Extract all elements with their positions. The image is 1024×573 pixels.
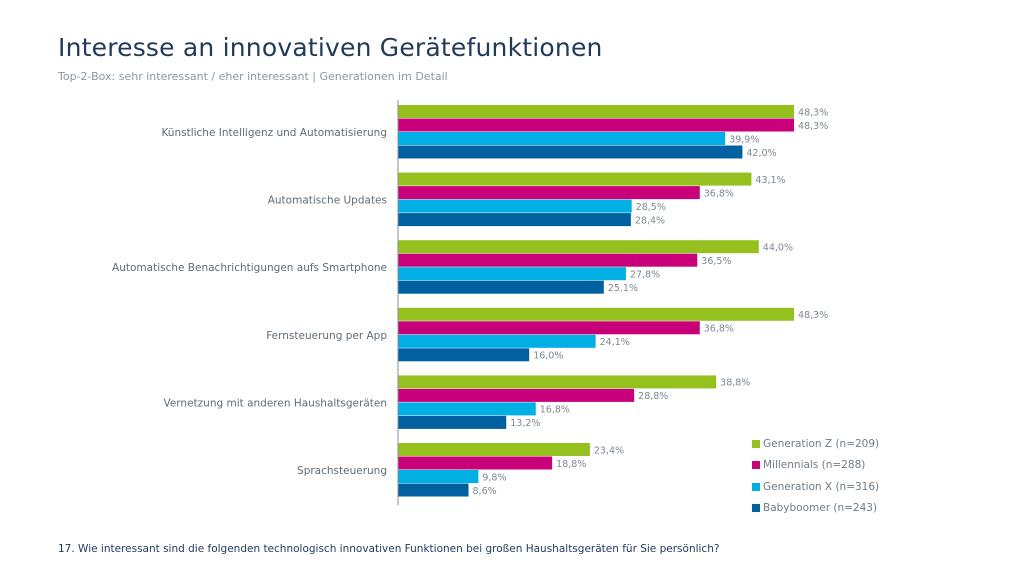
chart-title: Interesse an innovativen Gerätefunktione… <box>58 33 603 62</box>
category-label: Automatische Updates <box>268 195 387 207</box>
bar <box>398 415 507 429</box>
bar <box>398 240 759 254</box>
data-label: 23,4% <box>594 445 624 456</box>
category-label: Automatische Benachrichtigungen aufs Sma… <box>112 262 387 274</box>
legend-item: Millennials (n=288) <box>752 455 879 477</box>
bar <box>398 172 752 186</box>
legend-swatch <box>752 439 760 448</box>
data-label: 36,8% <box>704 188 734 199</box>
data-label: 16,0% <box>533 351 563 362</box>
bar <box>398 118 795 132</box>
data-label: 8,6% <box>473 486 497 497</box>
data-label: 39,9% <box>729 134 759 145</box>
data-label: 25,1% <box>608 283 638 294</box>
legend-label: Generation Z (n=209) <box>763 437 880 450</box>
bar <box>398 348 530 362</box>
bar <box>398 443 590 456</box>
legend-item: Generation Z (n=209) <box>752 433 879 455</box>
data-label: 28,5% <box>636 202 666 213</box>
category-label: Vernetzung mit anderen Haushaltsgeräten <box>163 397 387 409</box>
legend-swatch <box>752 482 760 491</box>
bar <box>398 253 698 267</box>
legend-swatch <box>752 504 760 513</box>
bar <box>398 321 700 335</box>
legend-label: Babyboomer (n=243) <box>763 502 878 515</box>
bar <box>398 375 717 389</box>
bar <box>398 470 479 483</box>
bar <box>398 307 795 321</box>
legend-swatch <box>752 461 760 470</box>
data-label: 16,8% <box>540 405 570 416</box>
bar <box>398 105 795 118</box>
data-label: 18,8% <box>556 459 586 470</box>
data-label: 36,8% <box>704 324 734 335</box>
category-label: Künstliche Intelligenz und Automatisieru… <box>161 127 387 139</box>
data-label: 13,2% <box>510 418 540 429</box>
data-label: 48,3% <box>798 107 828 118</box>
data-label: 48,3% <box>798 121 828 132</box>
data-label: 36,5% <box>701 256 731 267</box>
bar <box>398 280 604 294</box>
category-label: Sprachsteuerung <box>297 465 387 477</box>
legend-label: Generation X (n=316) <box>763 480 880 493</box>
data-label: 24,1% <box>600 337 630 348</box>
bar <box>398 199 632 213</box>
legend: Generation Z (n=209) Millennials (n=288) G… <box>752 433 879 519</box>
data-label: 27,8% <box>630 269 660 280</box>
data-label: 9,8% <box>482 472 506 483</box>
bar <box>398 402 536 416</box>
data-label: 28,4% <box>635 215 665 226</box>
data-label: 42,0% <box>746 148 776 159</box>
category-label: Fernsteuerung per App <box>266 330 387 342</box>
chart-subtitle: Top-2-Box: sehr interessant / eher inter… <box>58 70 448 83</box>
legend-item: Generation X (n=316) <box>752 476 879 498</box>
bar <box>398 213 631 227</box>
data-label: 28,8% <box>638 391 668 402</box>
data-label: 44,0% <box>763 242 793 253</box>
bar <box>398 145 743 159</box>
bar <box>398 334 596 348</box>
data-label: 48,3% <box>798 310 828 321</box>
bar <box>398 186 700 200</box>
bar <box>398 388 635 402</box>
question-footnote: 17. Wie interessant sind die folgenden t… <box>58 543 720 555</box>
bar <box>398 267 626 281</box>
legend-label: Millennials (n=288) <box>763 459 866 472</box>
bar <box>398 456 553 470</box>
legend-item: Babyboomer (n=243) <box>752 498 879 520</box>
data-label: 38,8% <box>720 378 750 389</box>
data-label: 43,1% <box>755 175 785 186</box>
bar <box>398 132 726 145</box>
bar <box>398 483 469 497</box>
